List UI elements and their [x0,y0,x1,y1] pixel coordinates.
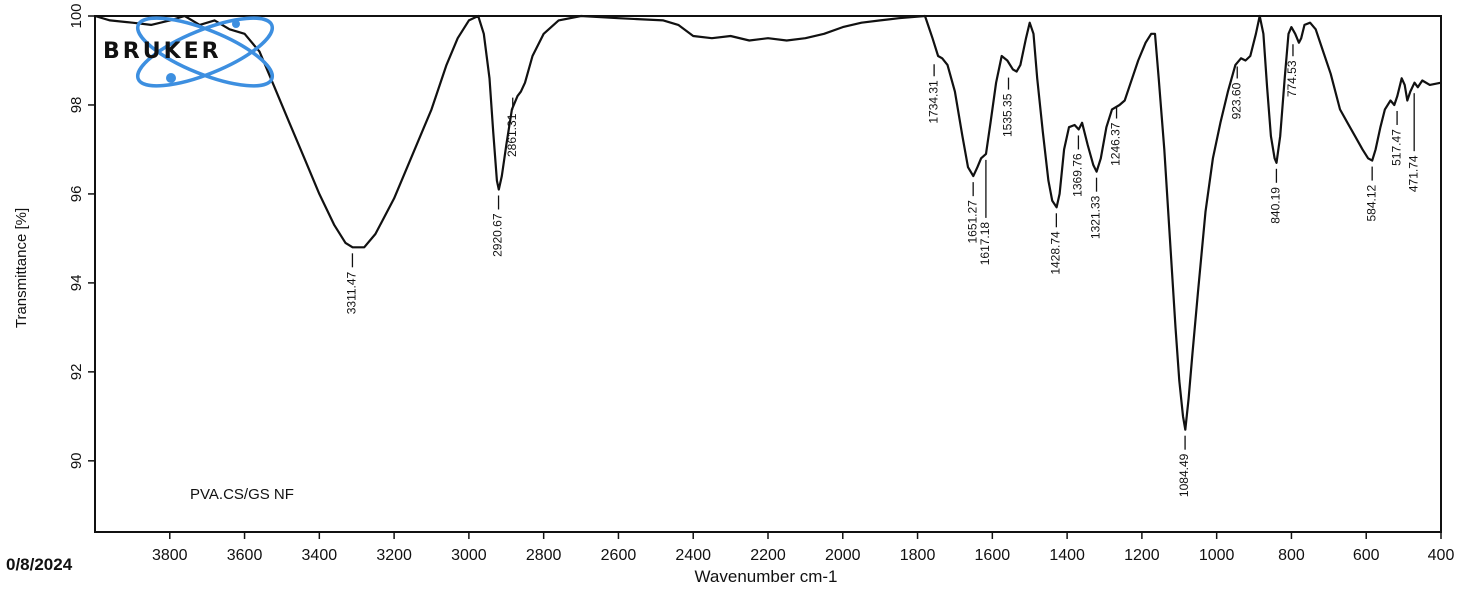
spectrum-line [94,14,1442,431]
peak-label: 1246.37 [1109,106,1123,166]
peak-value: 517.47 [1389,129,1403,166]
peak-label: 774.53 [1285,44,1299,97]
x-tick-label: 2000 [825,547,861,564]
peak-value: 1535.35 [1001,93,1015,137]
x-tick-label: 3000 [451,547,487,564]
peak-label: 1369.76 [1071,135,1085,197]
peak-label: 1734.31 [926,64,940,124]
peak-label: 471.74 [1406,93,1420,192]
peak-value: 1617.18 [978,222,992,266]
x-tick-label: 3200 [376,547,412,564]
bruker-logo: BRUKER [103,16,275,88]
peak-label: 2920.67 [491,195,505,257]
logo-electron-dot [166,73,176,83]
y-tick-label: 98 [68,97,85,114]
x-tick-label: 3800 [152,547,188,564]
peak-label: 2861.31 [505,97,519,157]
x-axis-label: Wavenumber cm-1 [695,567,838,586]
y-tick-label: 90 [68,452,85,469]
peak-value: 1369.76 [1071,153,1085,197]
peak-value: 2920.67 [491,213,505,257]
logo-orbit-ring [135,16,275,88]
peak-value: 1321.33 [1089,195,1103,239]
peak-value: 2861.31 [505,113,519,157]
peak-value: 923.60 [1229,82,1243,119]
peak-label: 923.60 [1229,66,1243,119]
peak-label: 1535.35 [1001,77,1015,137]
x-tick-label: 2400 [675,547,711,564]
y-axis-label: Transmittance [%] [13,208,30,328]
peak-value: 1734.31 [926,80,940,124]
y-axis-ticks: 90 92 94 96 98 100 [68,3,95,469]
peak-value: 1428.74 [1049,231,1063,275]
peak-value: 1246.37 [1109,122,1123,166]
x-tick-label: 800 [1278,547,1305,564]
x-tick-label: 400 [1428,547,1455,564]
x-tick-label: 2800 [526,547,562,564]
peak-label: 1651.27 [965,182,979,244]
x-tick-label: 1400 [1049,547,1085,564]
peak-value: 1651.27 [965,200,979,244]
peak-label: 584.12 [1364,166,1378,222]
peak-label: 3311.47 [345,253,359,314]
x-tick-label: 1800 [900,547,936,564]
x-tick-label: 2600 [601,547,637,564]
peak-value: 774.53 [1285,60,1299,97]
x-tick-label: 1200 [1124,547,1160,564]
peak-label: 840.19 [1269,168,1283,224]
x-tick-label: 1600 [975,547,1011,564]
x-tick-label: 600 [1353,547,1380,564]
peak-value: 471.74 [1406,155,1420,192]
y-tick-label: 92 [68,364,85,381]
x-tick-label: 3400 [302,547,338,564]
x-tick-label: 3600 [227,547,263,564]
peak-annotations: 3311.47 2920.67 2861.31 1734.31 1651.271617.… [345,44,1420,497]
peak-value: 840.19 [1269,187,1283,224]
logo-orbit-ring [135,16,275,88]
y-tick-label: 94 [68,275,85,292]
logo-text: BRUKER [103,39,222,64]
y-tick-label: 100 [68,3,85,28]
x-tick-label: 1000 [1199,547,1235,564]
peak-label: 517.47 [1389,110,1403,166]
peak-label: 1617.18 [978,159,992,266]
peak-label: 1084.49 [1177,435,1191,497]
x-tick-label: 2200 [750,547,786,564]
peak-value: 3311.47 [345,271,359,314]
x-axis-ticks: 3800 3600 3400 3200 3000 2800 2600 2400 2200 2000… [152,532,1454,564]
peak-value: 584.12 [1364,184,1378,221]
peak-value: 1084.49 [1177,453,1191,497]
peak-label: 1321.33 [1089,177,1103,239]
sample-label: PVA.CS/GS NF [190,486,294,503]
y-tick-label: 96 [68,186,85,203]
peak-label: 1428.74 [1049,213,1063,275]
date-label: 0/8/2024 [6,555,73,574]
logo-electron-dot [232,20,240,28]
